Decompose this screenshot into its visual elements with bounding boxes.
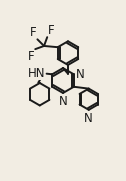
Text: N: N xyxy=(76,68,84,81)
Text: N: N xyxy=(84,112,93,125)
Text: F: F xyxy=(30,26,37,39)
Text: F: F xyxy=(28,50,35,63)
Text: HN: HN xyxy=(28,67,45,80)
Text: N: N xyxy=(59,95,67,108)
Text: F: F xyxy=(48,24,54,37)
